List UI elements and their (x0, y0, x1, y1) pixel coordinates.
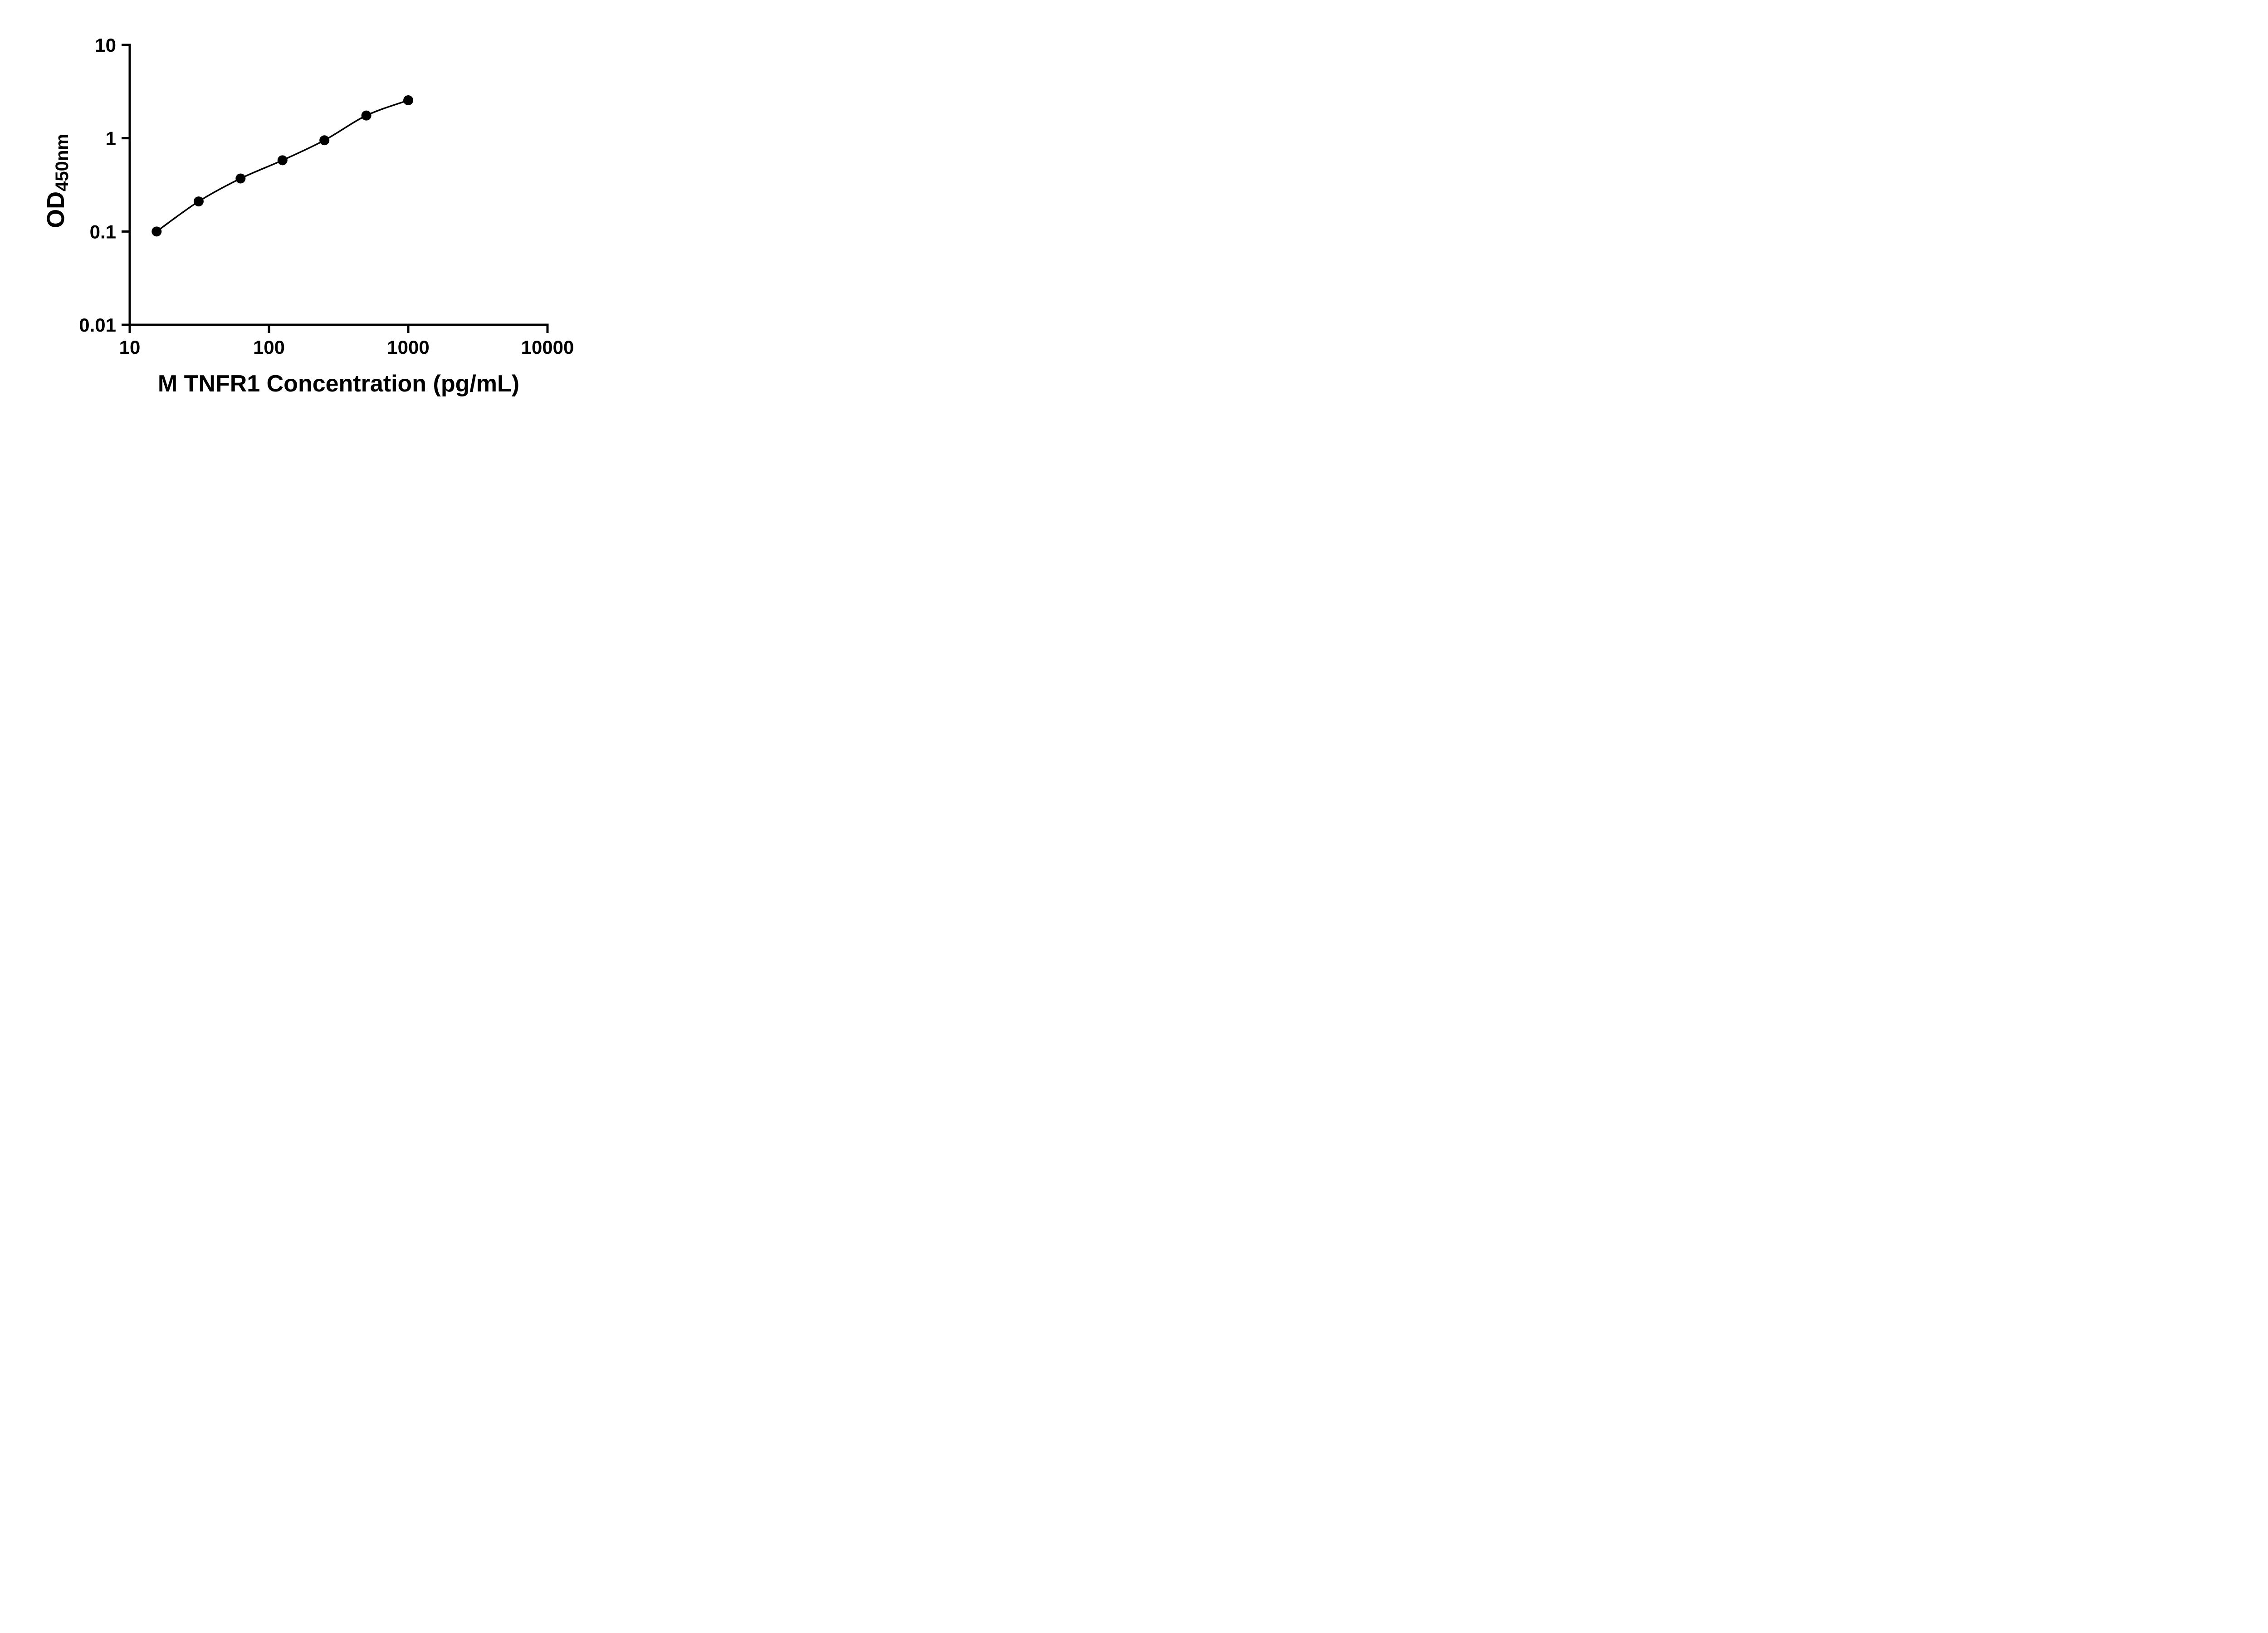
axes (128, 44, 549, 326)
standard-curve-figure: 10 100 1000 10000 0.01 0.1 1 10 M TNFR1 Concent… (18, 7, 601, 416)
y-axis-title-main: OD (42, 191, 69, 228)
x-tick-label: 100 (253, 337, 285, 358)
fit-curve (156, 99, 409, 232)
y-tick-label: 10 (95, 34, 116, 56)
data-point (235, 173, 246, 184)
data-point (319, 135, 330, 146)
y-tick-label: 0.01 (79, 314, 116, 336)
data-point (277, 155, 288, 166)
x-tick-label: 1000 (387, 337, 429, 358)
data-point (152, 226, 162, 237)
y-axis-title-subscript: 450nm (52, 134, 72, 191)
y-axis-title: OD 450nm (42, 134, 72, 228)
data-point (403, 95, 413, 106)
x-tick-label: 10000 (521, 337, 574, 358)
x-tick-label: 10 (119, 337, 141, 358)
plot-svg: 10 100 1000 10000 0.01 0.1 1 10 (79, 34, 574, 358)
y-tick-label: 0.1 (90, 221, 116, 242)
data-point (361, 110, 371, 121)
y-tick-label: 1 (106, 128, 116, 149)
x-axis-title: M TNFR1 Concentration (pg/mL) (157, 371, 520, 397)
data-point (193, 196, 204, 207)
